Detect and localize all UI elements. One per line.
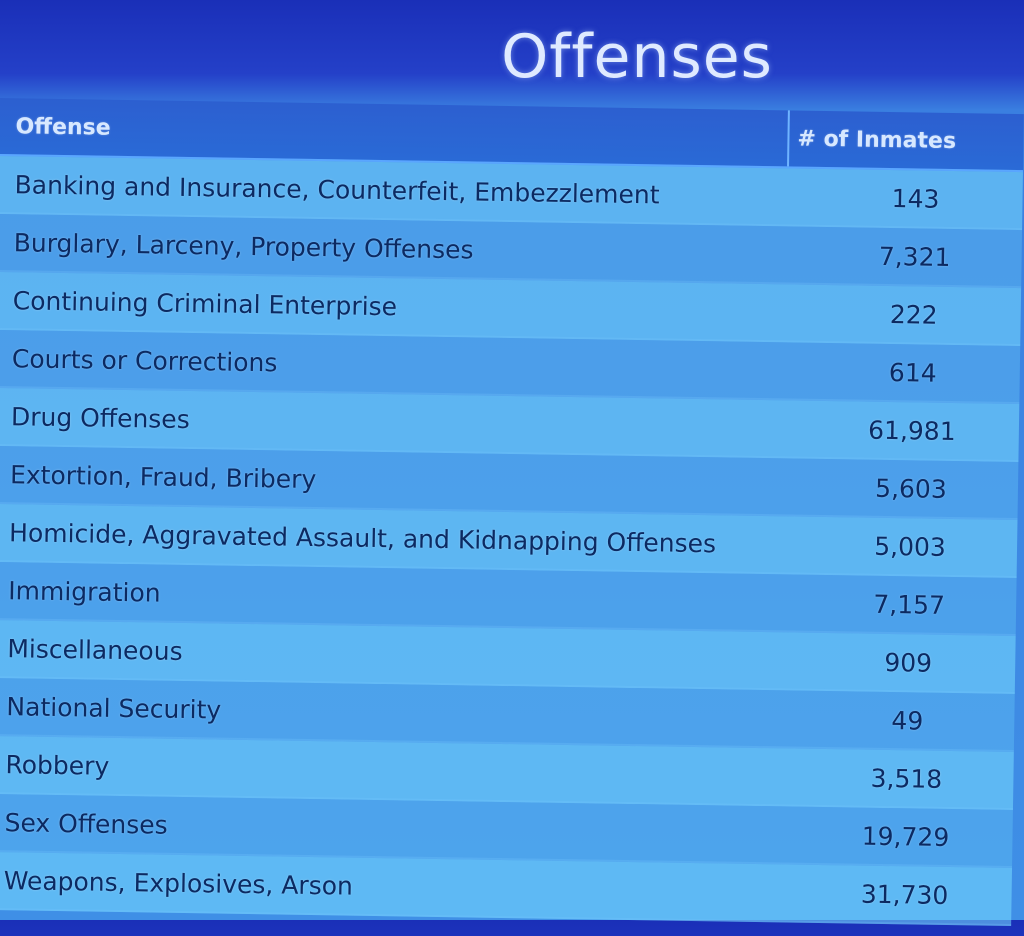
offenses-table: Offense # of Inmates Banking and Insuran…	[0, 98, 1024, 936]
inmate-count-cell: 614	[888, 357, 937, 388]
inmate-count-cell: 5,603	[874, 473, 947, 504]
offense-cell: Weapons, Explosives, Arson	[3, 865, 354, 901]
slide-title: Offenses	[501, 22, 773, 92]
offense-cell: Continuing Criminal Enterprise	[12, 285, 398, 321]
offense-cell: Burglary, Larceny, Property Offenses	[13, 227, 474, 264]
header-offense: Offense	[0, 98, 790, 167]
offense-cell: Banking and Insurance, Counterfeit, Embe…	[14, 169, 660, 209]
offense-cell: Drug Offenses	[10, 401, 190, 434]
inmate-count-cell: 61,981	[867, 415, 956, 446]
offense-cell: Extortion, Fraud, Bribery	[9, 459, 317, 494]
inmate-count-cell: 7,157	[873, 589, 946, 620]
offense-cell: Homicide, Aggravated Assault, and Kidnap…	[8, 517, 717, 558]
inmate-count-cell: 7,321	[878, 241, 951, 272]
inmate-count-cell: 143	[891, 183, 940, 214]
inmate-count-cell: 3,518	[870, 763, 943, 794]
inmate-count-cell: 49	[891, 705, 924, 736]
table-body: Banking and Insurance, Counterfeit, Embe…	[0, 155, 1023, 926]
inmate-count-cell: 19,729	[861, 821, 950, 852]
offense-cell: Robbery	[5, 749, 110, 781]
offense-cell: Immigration	[8, 575, 161, 608]
inmate-count-cell: 222	[889, 299, 938, 330]
offense-cell: National Security	[6, 691, 222, 725]
offense-cell: Miscellaneous	[7, 633, 183, 666]
inmate-count-cell: 31,730	[860, 879, 949, 910]
offense-cell: Courts or Corrections	[11, 343, 278, 377]
inmate-count-cell: 909	[884, 647, 933, 678]
inmate-count-cell: 5,003	[874, 531, 947, 562]
header-inmate-count: # of Inmates	[797, 126, 957, 154]
offense-cell: Sex Offenses	[4, 807, 168, 840]
